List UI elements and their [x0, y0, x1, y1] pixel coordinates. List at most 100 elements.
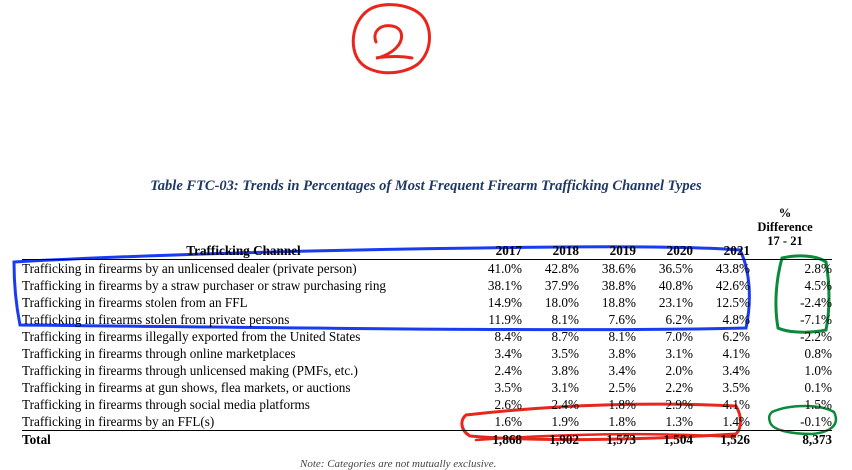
value-cell: 41.0% [487, 260, 522, 276]
diff-cell: -2.2% [800, 328, 832, 344]
diff-cell: 2.8% [804, 260, 832, 276]
value-cell: 38.8% [601, 277, 636, 293]
value-cell: 3.5% [494, 379, 522, 395]
value-cell: 8.1% [551, 311, 579, 327]
value-cell: 1.4% [722, 413, 750, 429]
year-column-header: 2017 [465, 243, 522, 260]
value-cell: 1.8% [608, 413, 636, 429]
year-column-header: 2021 [693, 243, 750, 260]
value-cell: 3.4% [494, 345, 522, 361]
table-row: Trafficking in firearms by a straw purch… [22, 277, 832, 294]
table-row: Trafficking in firearms through social m… [22, 396, 832, 413]
diff-cell: -0.1% [800, 413, 832, 429]
table-row: Trafficking in firearms illegally export… [22, 328, 832, 345]
total-value-cell: 1,504 [636, 430, 693, 448]
value-cell: 14.9% [487, 294, 522, 310]
value-cell: 2.9% [665, 396, 693, 412]
value-cell: 3.4% [608, 362, 636, 378]
table-row: Trafficking in firearms by an FFL(s) 1.6… [22, 413, 832, 431]
value-cell: 18.8% [601, 294, 636, 310]
diff-cell: 4.5% [804, 277, 832, 293]
value-cell: 23.1% [658, 294, 693, 310]
value-cell: 42.6% [715, 277, 750, 293]
channel-cell: Trafficking in firearms through unlicens… [22, 362, 358, 378]
value-cell: 6.2% [722, 328, 750, 344]
total-label: Total [22, 430, 465, 448]
value-cell: 42.8% [544, 260, 579, 276]
diff-cell: -2.4% [800, 294, 832, 310]
value-cell: 36.5% [658, 260, 693, 276]
diff-cell: 0.8% [804, 345, 832, 361]
diff-column-spacer [750, 243, 832, 260]
value-cell: 4.8% [722, 311, 750, 327]
year-column-header: 2020 [636, 243, 693, 260]
value-cell: 1.8% [608, 396, 636, 412]
total-value-cell: 1,573 [579, 430, 636, 448]
channel-cell: Trafficking in firearms through social m… [22, 396, 310, 412]
value-cell: 7.0% [665, 328, 693, 344]
diff-cell: -7.1% [800, 311, 832, 327]
value-cell: 8.4% [494, 328, 522, 344]
value-cell: 6.2% [665, 311, 693, 327]
total-diff-cell: 8,373 [750, 430, 832, 448]
total-value-cell: 1,902 [522, 430, 579, 448]
channel-cell: Trafficking in firearms by an FFL(s) [22, 413, 215, 429]
value-cell: 3.1% [665, 345, 693, 361]
value-cell: 7.6% [608, 311, 636, 327]
difference-column-header: % Difference 17 - 21 [748, 206, 822, 248]
value-cell: 12.5% [715, 294, 750, 310]
value-cell: 37.9% [544, 277, 579, 293]
diff-cell: 0.1% [804, 379, 832, 395]
year-column-header: 2019 [579, 243, 636, 260]
value-cell: 3.1% [551, 379, 579, 395]
diff-cell: 1.0% [804, 362, 832, 378]
value-cell: 4.1% [722, 396, 750, 412]
value-cell: 38.1% [487, 277, 522, 293]
diff-header-line: % [778, 206, 792, 220]
channel-cell: Trafficking in firearms at gun shows, fl… [22, 379, 351, 395]
value-cell: 2.4% [494, 362, 522, 378]
channel-cell: Trafficking in firearms stolen from priv… [22, 311, 290, 327]
value-cell: 8.1% [608, 328, 636, 344]
value-cell: 8.7% [551, 328, 579, 344]
year-column-header: 2018 [522, 243, 579, 260]
channel-cell: Trafficking in firearms by an unlicensed… [22, 260, 357, 276]
table-row: Trafficking in firearms through unlicens… [22, 362, 832, 379]
trafficking-channel-table: Trafficking Channel 2017 2018 2019 2020 … [22, 243, 832, 448]
total-value-cell: 1,868 [465, 430, 522, 448]
table-row: Trafficking in firearms at gun shows, fl… [22, 379, 832, 396]
table-row: Trafficking in firearms through online m… [22, 345, 832, 362]
diff-header-line: Difference [757, 220, 813, 234]
value-cell: 3.8% [608, 345, 636, 361]
value-cell: 2.6% [494, 396, 522, 412]
table-row: Trafficking in firearms stolen from priv… [22, 311, 832, 328]
value-cell: 1.6% [494, 413, 522, 429]
value-cell: 2.5% [608, 379, 636, 395]
table-title: Table FTC-03: Trends in Percentages of M… [150, 178, 702, 194]
channel-column-header: Trafficking Channel [22, 243, 465, 260]
total-row: Total 1,868 1,902 1,573 1,504 1,526 8,37… [22, 430, 832, 448]
value-cell: 2.0% [665, 362, 693, 378]
value-cell: 38.6% [601, 260, 636, 276]
value-cell: 43.8% [715, 260, 750, 276]
table-header-row: Trafficking Channel 2017 2018 2019 2020 … [22, 243, 832, 260]
circled-number-annotation [351, 3, 431, 75]
table-row: Trafficking in firearms by an unlicensed… [22, 260, 832, 278]
channel-cell: Trafficking in firearms illegally export… [22, 328, 361, 344]
value-cell: 4.1% [722, 345, 750, 361]
value-cell: 3.5% [722, 379, 750, 395]
diff-cell: 1.5% [804, 396, 832, 412]
value-cell: 40.8% [658, 277, 693, 293]
table-note: Note: Categories are not mutually exclus… [300, 458, 497, 470]
total-value-cell: 1,526 [693, 430, 750, 448]
value-cell: 18.0% [544, 294, 579, 310]
value-cell: 2.4% [551, 396, 579, 412]
channel-cell: Trafficking in firearms by a straw purch… [22, 277, 387, 293]
value-cell: 3.8% [551, 362, 579, 378]
table-row: Trafficking in firearms stolen from an F… [22, 294, 832, 311]
channel-cell: Trafficking in firearms through online m… [22, 345, 296, 361]
value-cell: 11.9% [488, 311, 522, 327]
value-cell: 1.3% [665, 413, 693, 429]
channel-cell: Trafficking in firearms stolen from an F… [22, 294, 248, 310]
value-cell: 3.5% [551, 345, 579, 361]
